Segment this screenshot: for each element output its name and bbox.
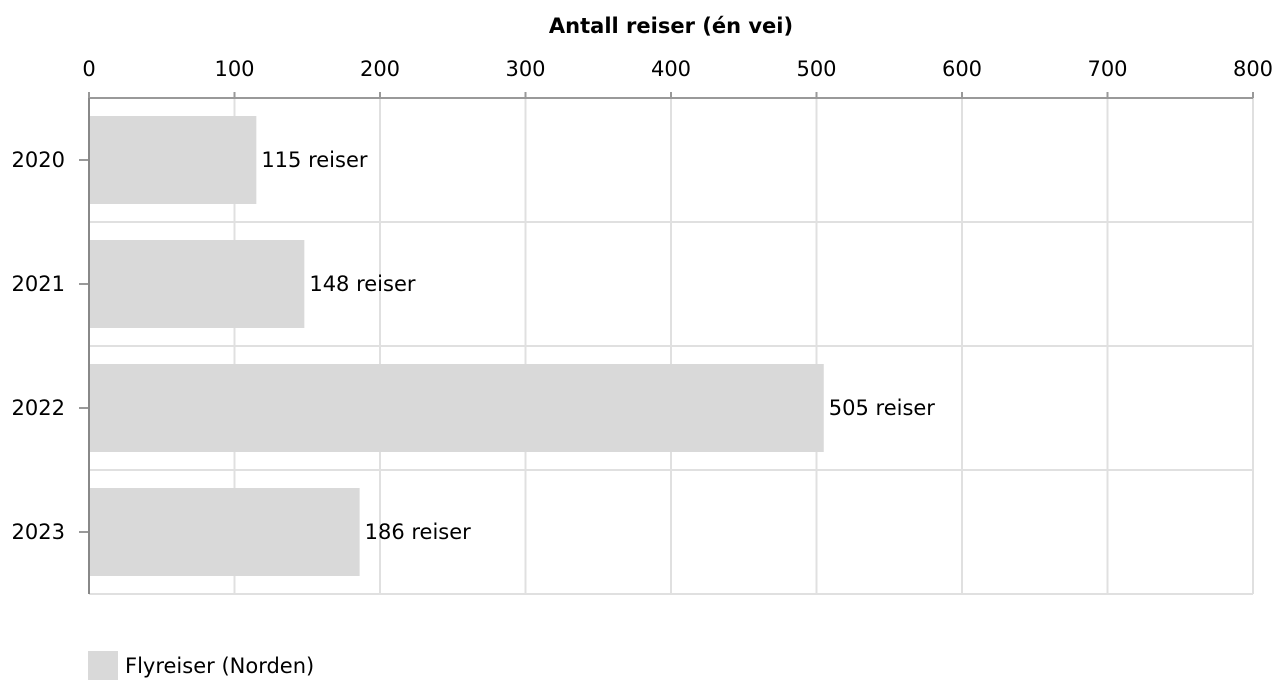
y-tick-label: 2020 [12, 148, 65, 172]
value-label: 115 reiser [261, 148, 368, 172]
axis-title: Antall reiser (én vei) [549, 14, 793, 38]
x-tick-label: 0 [82, 57, 95, 81]
value-label: 505 reiser [829, 396, 936, 420]
value-label: 186 reiser [365, 520, 472, 544]
bar [89, 116, 257, 204]
x-tick-label: 300 [505, 57, 545, 81]
legend-swatch [88, 651, 118, 680]
bar [89, 364, 824, 452]
legend-label: Flyreiser (Norden) [125, 654, 314, 678]
x-tick-label: 100 [214, 57, 254, 81]
bar [89, 488, 360, 576]
y-tick-label: 2021 [12, 272, 65, 296]
x-tick-label: 400 [651, 57, 691, 81]
x-tick-label: 800 [1233, 57, 1273, 81]
x-tick-label: 600 [942, 57, 982, 81]
y-tick-label: 2022 [12, 396, 65, 420]
x-tick-label: 500 [796, 57, 836, 81]
x-tick-label: 700 [1087, 57, 1127, 81]
y-tick-label: 2023 [12, 520, 65, 544]
value-label: 148 reiser [309, 272, 416, 296]
x-tick-label: 200 [360, 57, 400, 81]
bar [89, 240, 305, 328]
